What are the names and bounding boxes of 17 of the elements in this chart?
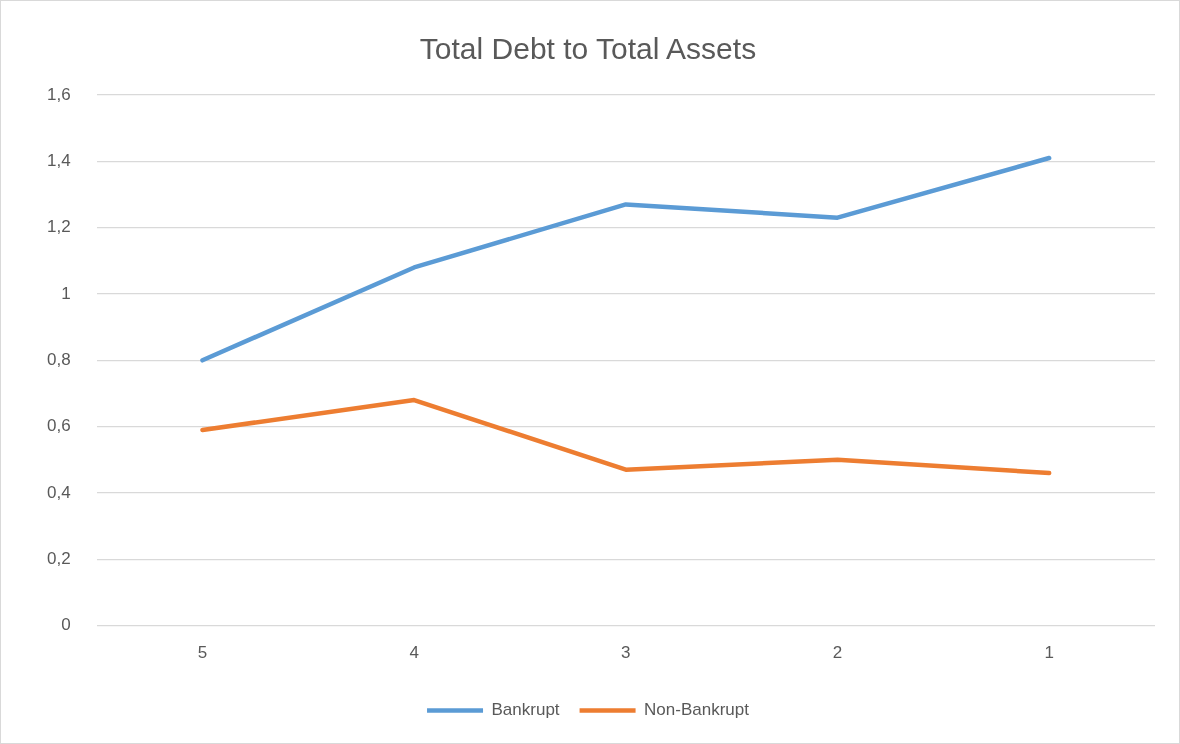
- legend-label: Non-Bankrupt: [644, 700, 750, 720]
- y-tick-label: 1: [61, 283, 71, 303]
- x-tick-label: 3: [621, 643, 631, 663]
- y-tick-label: 0,8: [46, 349, 71, 369]
- y-tick-label: 1,2: [46, 217, 71, 237]
- y-tick-label: 0,4: [46, 482, 71, 502]
- y-tick-label: 0,2: [46, 548, 71, 568]
- y-tick-label: 0: [61, 615, 71, 635]
- x-tick-label: 4: [409, 643, 419, 663]
- legend-label: Bankrupt: [491, 700, 560, 720]
- x-tick-label: 5: [197, 643, 208, 663]
- chart-title: Total Debt to Total Assets: [419, 32, 757, 66]
- y-tick-label: 1,4: [46, 151, 71, 171]
- y-tick-label: 1,6: [46, 84, 71, 104]
- y-tick-label: 0,6: [46, 416, 71, 436]
- x-tick-label: 2: [832, 643, 843, 663]
- x-tick-label: 1: [1044, 643, 1054, 663]
